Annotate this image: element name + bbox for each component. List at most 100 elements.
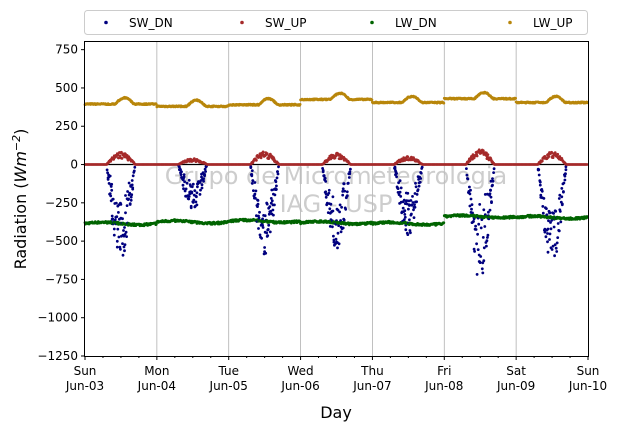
sw-down-point <box>473 250 476 253</box>
sw-down-point <box>349 167 352 171</box>
sw-down-point <box>397 181 400 185</box>
x-tick-day: Sun <box>577 364 600 378</box>
x-tick-date: Jun-07 <box>352 379 391 393</box>
sw-down-point <box>328 225 332 228</box>
sw-down-point <box>130 193 134 197</box>
sw-down-point <box>396 187 400 191</box>
sw-down-point <box>492 171 495 175</box>
sw-down-point <box>476 232 479 236</box>
legend-label: SW_UP <box>265 16 307 30</box>
sw-down-point <box>189 204 193 208</box>
sw-down-point <box>130 179 134 182</box>
sw-down-point <box>486 233 490 237</box>
y-tick-label: 0 <box>70 158 78 172</box>
sw-down-point <box>128 203 132 206</box>
sw-down-point <box>545 213 549 217</box>
sw-down-point <box>261 226 265 229</box>
sw-down-point <box>402 218 406 222</box>
sw-down-point <box>111 217 115 221</box>
sw-down-point <box>469 188 472 192</box>
sw-down-point <box>324 180 328 183</box>
sw-down-point <box>544 235 548 239</box>
sw-down-point <box>263 246 266 249</box>
y-tick-label: −500 <box>45 234 78 248</box>
sw-down-point <box>124 211 127 215</box>
sw-down-point <box>250 174 254 178</box>
sw-down-point <box>195 195 198 199</box>
sw-down-point <box>190 185 194 189</box>
lw-up-point <box>442 101 446 105</box>
sw-down-point <box>255 214 258 218</box>
x-tick-date: Jun-04 <box>137 379 176 393</box>
sw-up-point <box>259 156 263 160</box>
x-tick-date: Jun-05 <box>209 379 248 393</box>
sw-down-point <box>472 247 476 251</box>
sw-down-point <box>122 229 125 232</box>
sw-down-point <box>108 174 112 178</box>
sw-down-point <box>411 201 415 204</box>
sw-down-point <box>548 238 551 241</box>
sw-down-point <box>550 248 554 251</box>
sw-down-point <box>112 233 116 237</box>
sw-down-point <box>109 185 113 188</box>
sw-down-point <box>410 212 413 216</box>
watermark-line-2: IAG - USP <box>280 190 393 218</box>
sw-down-point <box>331 225 334 229</box>
sw-down-point <box>417 178 420 181</box>
sw-down-point <box>411 195 414 198</box>
sw-down-point <box>125 235 128 239</box>
sw-down-point <box>475 273 479 276</box>
sw-down-point <box>413 203 416 207</box>
sw-down-point <box>414 181 417 185</box>
sw-down-point <box>562 181 566 185</box>
x-tick-date: Jun-08 <box>424 379 463 393</box>
sw-down-point <box>275 188 278 191</box>
sw-down-point <box>181 183 185 187</box>
sw-down-point <box>123 226 126 229</box>
sw-down-point <box>119 247 122 251</box>
sw-down-point <box>190 191 194 195</box>
sw-down-point <box>131 187 135 191</box>
sw-down-point <box>269 197 273 200</box>
sw-down-point <box>468 185 471 189</box>
sw-down-point <box>257 216 261 220</box>
sw-down-point <box>476 248 480 252</box>
sw-down-point <box>122 245 126 249</box>
sw-up-point <box>551 156 555 160</box>
sw-down-point <box>249 165 253 169</box>
sw-down-point <box>549 227 553 231</box>
sw-down-point <box>118 245 122 249</box>
sw-down-point <box>105 168 109 172</box>
sw-down-point <box>199 188 202 192</box>
sw-down-point <box>271 208 275 212</box>
legend-label: LW_UP <box>533 16 572 30</box>
sw-down-point <box>417 184 421 188</box>
sw-down-point <box>195 191 199 195</box>
sw-down-point <box>110 182 114 186</box>
sw-down-point <box>331 209 335 213</box>
sw-down-point <box>546 240 549 244</box>
legend-marker <box>370 20 374 25</box>
sw-down-point <box>125 204 129 208</box>
sw-down-point <box>327 188 331 192</box>
sw-down-point <box>482 259 486 263</box>
sw-down-point <box>399 195 403 198</box>
sw-down-point <box>274 180 278 184</box>
sw-down-point <box>343 189 347 193</box>
sw-down-point <box>182 173 186 177</box>
sw-down-point <box>121 253 125 257</box>
legend-label: SW_DN <box>129 16 173 30</box>
sw-down-point <box>398 179 402 183</box>
sw-down-point <box>337 224 340 228</box>
sw-down-point <box>324 190 328 194</box>
sw-down-point <box>347 176 351 179</box>
sw-down-point <box>479 255 483 258</box>
sw-down-point <box>196 185 199 189</box>
sw-down-point <box>273 193 277 197</box>
sw-down-point <box>115 245 119 249</box>
lw-up-point <box>298 103 302 106</box>
y-tick-label: 500 <box>55 81 78 95</box>
sw-down-point <box>465 167 468 171</box>
sw-down-point <box>129 198 133 202</box>
sw-down-point <box>555 250 559 253</box>
